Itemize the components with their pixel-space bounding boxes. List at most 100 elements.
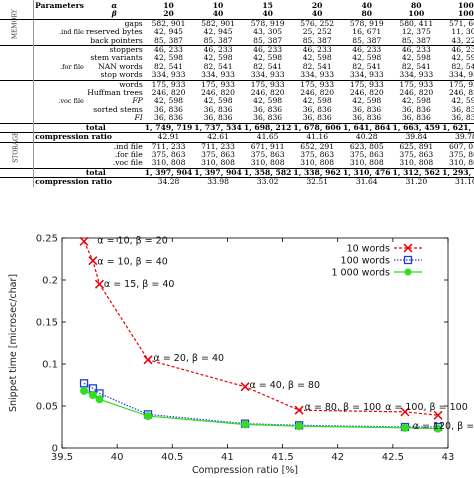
table-cell: 246, 820	[201, 88, 235, 98]
ratio-cell: 33.98	[193, 177, 243, 187]
header-alpha-value: 15	[262, 1, 273, 10]
table-cell: 375, 863	[151, 149, 186, 159]
table-cell: 16, 671	[352, 27, 382, 37]
ratio-cell: 31.10	[441, 177, 474, 187]
header-alpha-value: 20	[311, 1, 323, 10]
side-label-cell	[0, 45, 35, 55]
table-cell: 46, 233	[341, 45, 392, 55]
header-beta-value: 40	[193, 10, 243, 20]
table-row: Huffman trees 246, 820 246, 820 246, 820 246…	[0, 88, 474, 98]
group-label: .voc file	[58, 97, 84, 106]
x-tick-label: 40	[111, 452, 124, 463]
table-cell: 36, 836	[352, 113, 382, 123]
group-label: .ind file	[59, 28, 84, 37]
table-cell: 36, 836	[154, 113, 183, 123]
side-label-cell	[0, 177, 35, 187]
data-point-x-marker	[79, 236, 89, 246]
table-cell: 82, 541	[302, 61, 332, 71]
row-label: Huffman trees	[87, 88, 143, 98]
data-point-x-marker	[400, 407, 410, 417]
table-cell: 334, 933	[300, 70, 335, 80]
ratio-row: compression ratio 42.91 42.61 41.65 41.16 40.…	[0, 132, 474, 142]
data-point-x-marker	[294, 405, 304, 415]
annotation-label: α = 20, β = 40	[154, 353, 225, 364]
side-label-cell	[0, 62, 35, 72]
side-label-cell	[0, 132, 35, 142]
side-label-cell	[0, 159, 35, 169]
table-cell: 42, 598	[203, 96, 233, 106]
y-tick-label: 0	[52, 444, 58, 455]
header-alpha-value: 40	[361, 1, 373, 10]
total-cell: 1, 397, 904	[143, 167, 194, 178]
header-beta-value: 40	[242, 10, 293, 20]
table-cell: 375, 863	[201, 149, 235, 159]
ratio-cell: 32.51	[292, 177, 342, 187]
header-alpha-value: 100	[457, 1, 474, 10]
table-cell: 82, 541	[451, 61, 474, 71]
total-cell: 1, 698, 212	[242, 122, 293, 133]
table-cell: 582, 901	[201, 18, 235, 28]
ratio-cell: 34.28	[143, 177, 194, 187]
ratio-cell: 31.64	[341, 177, 392, 187]
table-cell: 42, 598	[401, 96, 431, 106]
table-cell: 571, 600	[448, 18, 474, 28]
table-cell: 85, 387	[203, 35, 233, 45]
table-cell: 46, 233	[193, 45, 243, 55]
row-label: stem variants	[90, 53, 143, 63]
table-cell: 43, 305	[253, 27, 283, 37]
table-cell: 334, 933	[250, 70, 285, 80]
data-point-circle-marker	[241, 420, 250, 429]
table-cell: 82, 541	[352, 61, 382, 71]
x-tick-label: 43	[442, 452, 455, 463]
storage-total-row: total 1, 397, 904 1, 397, 904 1, 358, 582 1,…	[0, 167, 474, 178]
table-cell: 36, 836	[203, 113, 233, 123]
table-cell: 42, 598	[451, 53, 474, 63]
side-label-cell	[0, 79, 35, 90]
legend-label: 10 words	[347, 244, 390, 255]
total-row: total 1, 749, 719 1, 737, 534 1, 698, 212 1,…	[0, 122, 474, 133]
row-label: words	[84, 79, 144, 90]
storage-row: .for file 375, 863 375, 863 375, 863 375, 86…	[0, 149, 474, 160]
ratio-cell: 42.91	[143, 132, 194, 142]
group-label	[34, 37, 85, 46]
table-row: words 175, 933 175, 933 175, 933 175, 933 175…	[0, 79, 474, 90]
legend-label: 100 words	[341, 256, 391, 267]
side-label-cell	[0, 122, 35, 133]
row-label: .for file	[114, 149, 143, 159]
side-label-cell	[0, 150, 35, 160]
header-beta-value: 40	[292, 10, 342, 20]
table-cell: 578, 919	[349, 18, 384, 28]
side-label-cell	[0, 114, 35, 124]
ratio-cell: 40.28	[341, 132, 392, 142]
total-cell: 1, 338, 962	[292, 167, 342, 178]
side-label-memory: MEMORY	[11, 9, 19, 39]
storage-row: .voc file 310, 808 310, 808 310, 808 310, 80…	[0, 158, 474, 169]
table-cell: 375, 863	[349, 149, 384, 159]
table-cell: 175, 933	[391, 79, 442, 90]
table-row: MEMORY gaps 582, 901 582, 901 578, 919 576, 2…	[0, 9, 474, 39]
table-row: sorted stems 36, 836 36, 836 36, 836 36, 836…	[0, 104, 474, 115]
table-cell: 82, 541	[401, 61, 431, 71]
data-point-x-marker	[94, 279, 105, 289]
table-cell: 578, 919	[250, 18, 285, 28]
storage-total-label: total	[84, 167, 144, 178]
side-label-cell: STORAGE	[0, 131, 35, 162]
storage-ratio-row: compression ratio 34.28 33.98 33.02 32.51 31.…	[0, 177, 474, 187]
table-cell: 36, 836	[401, 113, 431, 123]
table-cell: 310, 808	[448, 158, 474, 168]
header-beta-value: 100	[391, 10, 442, 20]
row-label: .ind file	[84, 141, 144, 151]
data-point-circle-marker	[80, 386, 89, 395]
table-cell: 246, 820	[300, 88, 335, 98]
data-point-circle-marker	[144, 412, 153, 421]
table-cell: 46, 233	[441, 45, 474, 55]
x-tick-label: 42	[331, 452, 344, 463]
table-cell: 36, 836	[352, 104, 382, 114]
table-cell: 625, 891	[391, 141, 442, 151]
data-point-x-marker	[433, 410, 443, 420]
table-cell: 82, 541	[154, 61, 183, 71]
compression-ratio-label: compression ratio	[33, 132, 144, 142]
table-cell: 42, 598	[154, 96, 183, 106]
data-point-x-marker	[143, 355, 153, 365]
group-label	[34, 106, 85, 114]
